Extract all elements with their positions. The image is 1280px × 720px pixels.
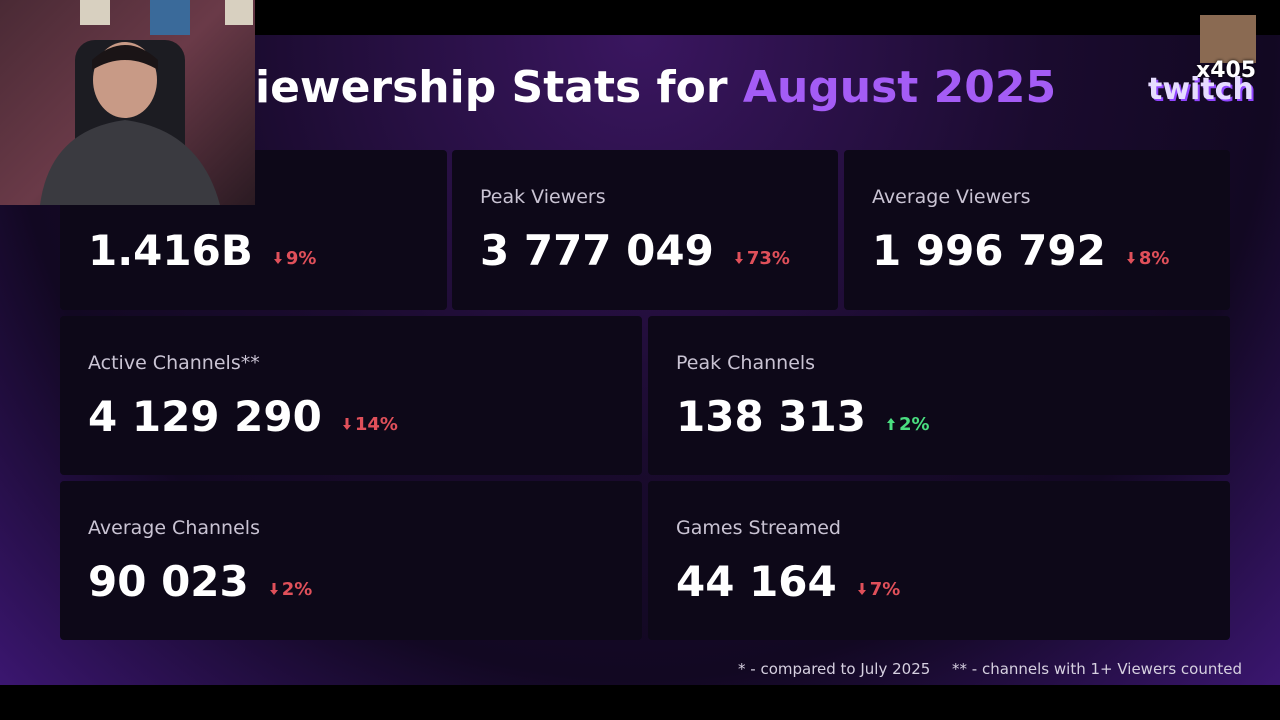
stat-value: 90 023 bbox=[88, 557, 249, 606]
webcam-image bbox=[40, 0, 253, 205]
change-text: 14% bbox=[354, 413, 398, 435]
stat-row: 90 023 2% bbox=[88, 557, 312, 606]
stat-card: Average Viewers 1 996 792 8% bbox=[844, 150, 1230, 310]
badge-count: x405 bbox=[1196, 58, 1257, 83]
change-arrow bbox=[734, 252, 743, 264]
stat-value: 3 777 049 bbox=[480, 226, 714, 275]
title-highlight: August 2025 bbox=[742, 62, 1057, 113]
stat-change: 2% bbox=[269, 578, 313, 600]
arrow-shape bbox=[342, 418, 351, 430]
stat-row: 1.416B 9% bbox=[88, 226, 316, 275]
stat-change: 7% bbox=[857, 578, 901, 600]
change-text: 2% bbox=[898, 413, 930, 435]
emote bbox=[1200, 15, 1256, 63]
stat-change: 2% bbox=[886, 414, 930, 435]
arrow-shape bbox=[734, 252, 743, 264]
stat-card: Active Channels** 4 129 290 14% bbox=[60, 316, 642, 475]
change-arrow bbox=[273, 252, 282, 264]
change-arrow bbox=[886, 418, 895, 430]
stat-value: 4 129 290 bbox=[88, 392, 322, 441]
footnote: ** - channels with 1+ Viewers counted bbox=[952, 660, 1243, 678]
change-arrow bbox=[269, 583, 278, 595]
stat-card: Peak Viewers 3 777 049 73% bbox=[452, 150, 838, 310]
stat-row: 44 164 7% bbox=[676, 557, 900, 606]
arrow-shape bbox=[857, 583, 866, 595]
stat-change: 8% bbox=[1126, 247, 1170, 269]
stat-card: Peak Channels 138 313 2% bbox=[648, 316, 1230, 475]
stat-change: 9% bbox=[273, 247, 317, 269]
stat-value: 138 313 bbox=[676, 392, 866, 441]
change-text: 73% bbox=[746, 247, 790, 269]
stat-value: 44 164 bbox=[676, 557, 837, 606]
stat-label: Peak Viewers bbox=[480, 186, 606, 208]
change-text: 8% bbox=[1138, 247, 1170, 269]
stat-label: Active Channels** bbox=[88, 352, 260, 374]
stat-label: Games Streamed bbox=[676, 517, 841, 539]
arrow-shape bbox=[886, 418, 895, 430]
stat-row: 1 996 792 8% bbox=[872, 226, 1169, 275]
stat-value: 1 996 792 bbox=[872, 226, 1106, 275]
stat-row: 4 129 290 14% bbox=[88, 392, 398, 441]
stat-label: Average Channels bbox=[88, 517, 260, 539]
footnote: * - compared to July 2025 bbox=[738, 660, 931, 678]
title-text: iewership Stats for bbox=[255, 62, 728, 113]
stat-row: 3 777 049 73% bbox=[480, 226, 790, 275]
stat-row: 138 313 2% bbox=[676, 392, 930, 441]
stat-card: Games Streamed 44 164 7% bbox=[648, 481, 1230, 640]
stat-value: 1.416B bbox=[88, 226, 253, 275]
change-arrow bbox=[857, 583, 866, 595]
webcam-overlay bbox=[0, 0, 255, 205]
stat-label: Average Viewers bbox=[872, 186, 1031, 208]
title: iewership Stats for August 2025 bbox=[255, 62, 1056, 113]
stat-card: Average Channels 90 023 2% bbox=[60, 481, 642, 640]
stat-change: 14% bbox=[342, 414, 398, 435]
change-text: 2% bbox=[281, 578, 313, 600]
stat-change: 73% bbox=[734, 248, 790, 269]
arrow-shape bbox=[273, 252, 282, 264]
change-text: 9% bbox=[285, 247, 317, 269]
change-arrow bbox=[1126, 252, 1135, 264]
logo: twitch bbox=[1148, 72, 1254, 107]
change-arrow bbox=[342, 418, 351, 430]
arrow-shape bbox=[269, 583, 278, 595]
stat-label: Peak Channels bbox=[676, 352, 816, 374]
change-text: 7% bbox=[869, 578, 901, 600]
arrow-shape bbox=[1126, 252, 1135, 264]
